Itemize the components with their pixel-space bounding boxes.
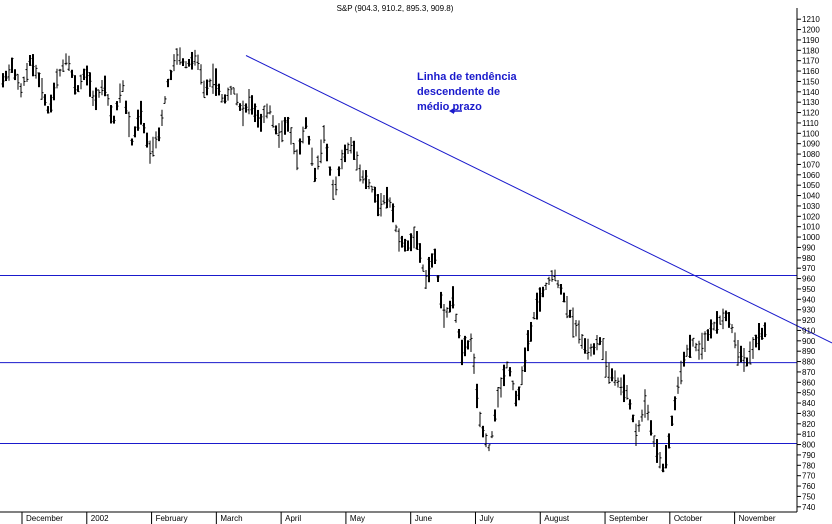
y-tick-label: 850 [802,389,816,398]
y-tick-label: 920 [802,316,816,325]
y-tick-label: 1150 [802,77,820,86]
x-tick-label: 2002 [91,514,109,523]
x-tick-label: May [350,514,365,523]
y-tick-label: 750 [802,492,816,501]
y-tick-label: 1000 [802,233,820,242]
y-tick-label: 810 [802,430,816,439]
y-tick-label: 1020 [802,212,820,221]
x-tick-label: July [479,514,493,523]
chart-title: S&P (904.3, 910.2, 895.3, 909.8) [337,4,454,13]
y-tick-label: 1050 [802,181,820,190]
y-tick-label: 1090 [802,140,820,149]
y-tick-label: 930 [802,306,816,315]
y-tick-label: 1010 [802,223,820,232]
horizontal-support-lines [0,274,797,445]
price-bars [1,47,767,473]
y-tick-label: 970 [802,264,816,273]
x-tick-label: March [220,514,242,523]
trendline-annotation: Linha de tendência descendente de médio … [417,71,518,114]
x-tick-label: November [739,514,776,523]
y-tick-label: 840 [802,399,816,408]
y-tick-label: 820 [802,420,816,429]
annotation-line-2: descendente de [417,86,500,98]
y-tick-label: 910 [802,326,816,335]
y-tick-label: 1160 [802,67,820,76]
y-tick-label: 1180 [802,46,820,55]
y-tick-label: 980 [802,254,816,263]
y-tick-label: 1170 [802,57,820,66]
y-tick-label: 900 [802,337,816,346]
y-tick-label: 1080 [802,150,820,159]
y-tick-label: 1030 [802,202,820,211]
x-tick-label: August [544,514,570,523]
y-tick-label: 1110 [802,119,819,128]
annotation-line-3: médio prazo [417,101,482,113]
y-tick-label: 1140 [802,88,820,97]
y-tick-label: 1200 [802,26,820,35]
x-axis: December 2002 February March April May June Jul… [0,511,797,524]
y-tick-label: 950 [802,285,816,294]
x-tick-label: December [26,514,63,523]
y-tick-label: 940 [802,295,816,304]
y-tick-label: 1120 [802,109,820,118]
y-tick-label: 860 [802,378,816,387]
descending-trendline [245,55,832,344]
x-tick-label: June [415,514,433,523]
y-tick-label: 890 [802,347,816,356]
annotation-line-1: Linha de tendência [417,71,518,83]
y-tick-label: 990 [802,243,816,252]
y-tick-label: 1060 [802,171,820,180]
y-tick-label: 740 [802,503,816,512]
y-tick-label: 790 [802,451,816,460]
y-tick-label: 1040 [802,192,820,201]
y-tick-label: 800 [802,441,816,450]
y-tick-label: 780 [802,461,816,470]
y-tick-label: 1190 [802,36,820,45]
y-tick-label: 880 [802,358,816,367]
y-tick-label: 1130 [802,98,820,107]
x-tick-label: September [609,514,648,523]
y-tick-label: 1070 [802,160,820,169]
y-tick-label: 1100 [802,129,820,138]
y-tick-label: 760 [802,482,816,491]
y-tick-label: 870 [802,368,816,377]
y-tick-label: 960 [802,275,816,284]
y-axis: 7407507607707807908008108208308408508608… [796,8,820,512]
x-tick-label: April [285,514,301,523]
annotation-arrow-icon [449,108,462,114]
x-tick-label: October [674,514,703,523]
y-tick-label: 770 [802,472,816,481]
x-tick-label: February [156,514,188,523]
y-tick-label: 830 [802,409,816,418]
y-tick-label: 1210 [802,15,820,24]
